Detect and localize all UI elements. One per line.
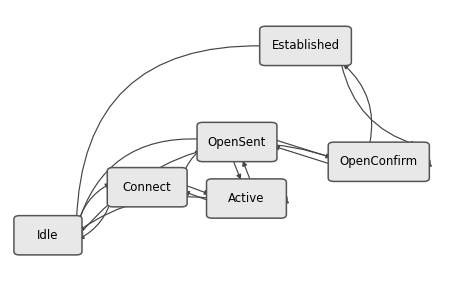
Text: Active: Active [228, 192, 264, 205]
FancyBboxPatch shape [197, 122, 277, 162]
Text: Established: Established [272, 39, 339, 53]
FancyBboxPatch shape [260, 26, 351, 66]
FancyBboxPatch shape [328, 142, 429, 181]
Text: OpenSent: OpenSent [208, 135, 266, 149]
Text: OpenConfirm: OpenConfirm [340, 155, 418, 168]
Text: Idle: Idle [37, 229, 59, 242]
FancyBboxPatch shape [207, 179, 286, 218]
Text: Connect: Connect [123, 181, 172, 194]
FancyBboxPatch shape [107, 168, 187, 207]
FancyBboxPatch shape [14, 216, 82, 255]
